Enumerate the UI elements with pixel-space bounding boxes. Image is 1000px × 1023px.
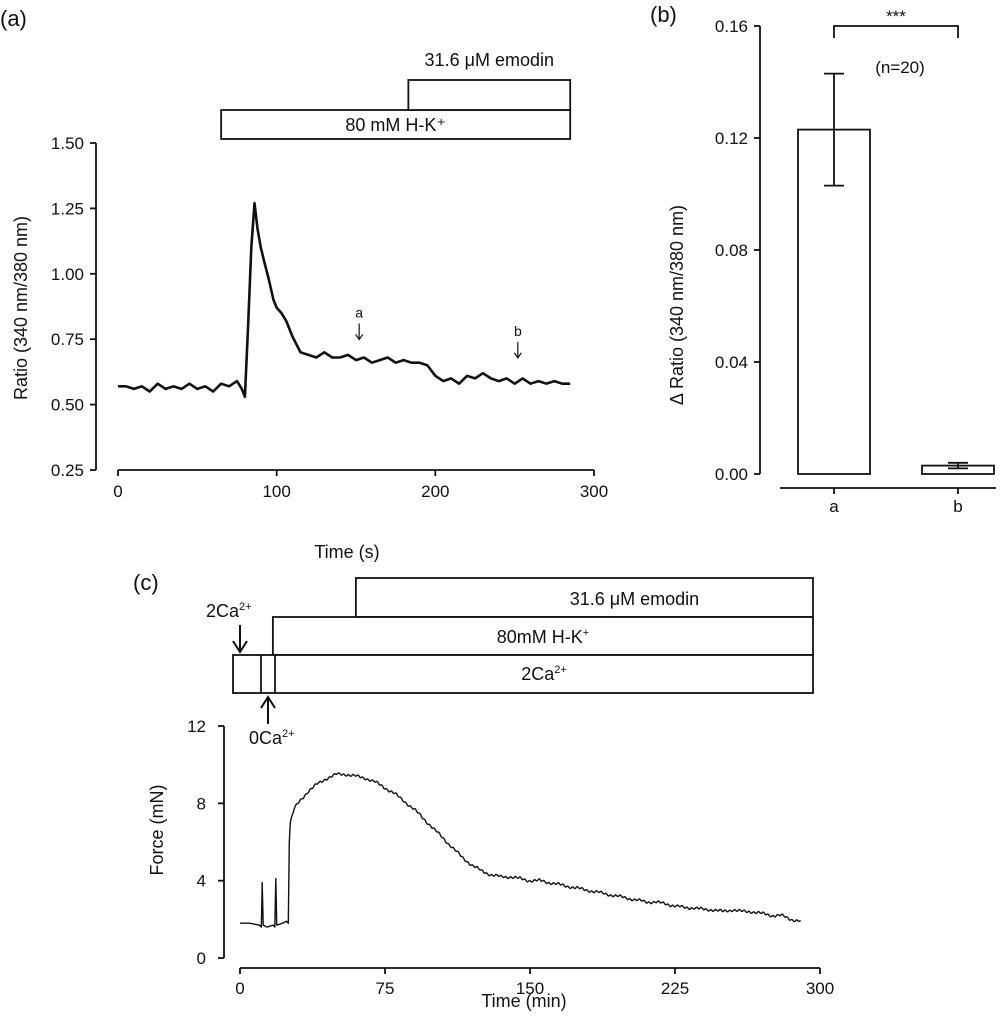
panel-b: (b) 0.00 0.04 0.08 0.12 0.16 a b Δ Ratio (340 …	[650, 2, 996, 516]
panel-b-bar-a	[797, 128, 871, 475]
panel-b-y-tick-label: 0.12	[715, 129, 748, 148]
panel-c-trace-line	[239, 772, 802, 928]
panel-a-markers: ab	[355, 305, 522, 359]
panel-b-significance-stars: ***	[886, 7, 906, 26]
panel-b-bars	[797, 72, 995, 475]
panel-b-y-tick-label: 0.08	[715, 241, 748, 260]
panel-a-x-axis-title: Time (s)	[314, 542, 379, 562]
panel-c-treatment-bars: 31.6 μM emodin 80mM H-K+ 2Ca2+	[232, 577, 814, 694]
panel-b-x-tick-label-a: a	[829, 497, 839, 516]
panel-b-label: (b)	[650, 2, 677, 27]
panel-c-x-tick-label: 75	[376, 979, 395, 998]
panel-c-axes: 0 4 8 12 0 75 150 225 300	[187, 717, 834, 998]
panel-c-x-axis-title: Time (min)	[481, 991, 566, 1011]
panel-a-y-tick-label: 1.50	[51, 134, 84, 153]
panel-c-treatment-bar-2	[232, 654, 814, 694]
panel-b-y-tick-label: 0.00	[715, 465, 748, 484]
panel-a-x-tick-label: 100	[262, 482, 290, 501]
panel-c-treatment-bar-1	[271, 616, 814, 656]
panel-b-significance	[833, 25, 959, 38]
panel-a: (a) 80 mM H-K⁺ 31.6 μM emodin 0.25 0.50 0.7…	[0, 6, 608, 562]
panel-b-axes: 0.00 0.04 0.08 0.12 0.16 a b	[715, 17, 996, 516]
panel-b-n-label: (n=20)	[875, 58, 925, 77]
panel-a-y-tick-label: 0.50	[51, 396, 84, 415]
panel-b-y-tick-label: 0.04	[715, 353, 748, 372]
panel-c-x-tick-label: 150	[516, 979, 544, 998]
panel-a-hk-bar	[220, 109, 572, 140]
panel-c-arrow-top-label: 2Ca2+	[206, 601, 252, 621]
panel-a-x-tick-label: 0	[113, 482, 122, 501]
panel-c-ca-label: 2Ca2+	[521, 664, 567, 684]
panel-c-trace	[239, 772, 802, 928]
panel-c-y-tick-label: 0	[197, 949, 206, 968]
panel-a-x-tick-label: 300	[580, 482, 608, 501]
panel-c-x-tick-label: 0	[235, 979, 244, 998]
panel-a-trace-line	[118, 201, 571, 399]
panel-a-marker-b-label: b	[514, 323, 522, 339]
panel-c-arrowhead-down	[232, 640, 248, 654]
panel-c-arrows	[232, 625, 276, 724]
panel-a-y-tick-label: 1.00	[51, 265, 84, 284]
panel-c-y-tick-label: 8	[197, 794, 206, 813]
panel-a-x-tick-label: 200	[421, 482, 449, 501]
panel-c-label: (c)	[133, 570, 159, 595]
panel-b-significance-bracket	[833, 25, 959, 38]
panel-b-x-tick-label-b: b	[953, 497, 962, 516]
panel-c-x-tick-label: 300	[806, 979, 834, 998]
panel-c-emodin-label: 31.6 μM emodin	[570, 589, 699, 609]
panel-a-marker-b-arrowhead	[513, 352, 522, 359]
panel-a-y-tick-label: 1.25	[51, 199, 84, 218]
panel-a-emodin-bar-label: 31.6 μM emodin	[425, 50, 554, 70]
panel-b-y-tick-label: 0.16	[715, 17, 748, 36]
panel-a-marker-a-arrowhead	[355, 334, 364, 341]
panel-c-arrow-bottom-label: 0Ca2+	[249, 728, 295, 748]
panel-a-y-tick-label: 0.75	[51, 330, 84, 349]
panel-a-y-axis-title: Ratio (340 nm/380 nm)	[11, 216, 31, 400]
panel-c-hk-label: 80mM H-K+	[497, 627, 589, 647]
panel-a-label: (a)	[0, 6, 27, 31]
panel-c: (c) 31.6 μM emodin 80mM H-K+ 2Ca2+ 2Ca2+ 0…	[133, 570, 834, 1011]
panel-a-treatment-bars: 80 mM H-K⁺ 31.6 μM emodin	[220, 50, 572, 140]
panel-c-y-tick-label: 4	[197, 872, 206, 891]
panel-c-y-axis-title: Force (mN)	[147, 785, 167, 876]
panel-b-y-axis-title: Δ Ratio (340 nm/380 nm)	[667, 205, 687, 405]
panel-a-emodin-bar	[407, 79, 572, 111]
panel-a-trace	[118, 201, 571, 399]
panel-a-hk-bar-label: 80 mM H-K⁺	[345, 115, 446, 135]
panel-a-marker-a-label: a	[355, 305, 363, 321]
panel-c-arrowhead-up	[260, 695, 276, 709]
panel-a-axes: 0.25 0.50 0.75 1.00 1.25 1.50 0 100 200 300	[51, 134, 608, 501]
panel-c-y-tick-label: 12	[187, 717, 206, 736]
panel-c-treatment-bar-0	[354, 577, 814, 618]
panel-c-x-tick-label: 225	[661, 979, 689, 998]
panel-a-y-tick-label: 0.25	[51, 461, 84, 480]
